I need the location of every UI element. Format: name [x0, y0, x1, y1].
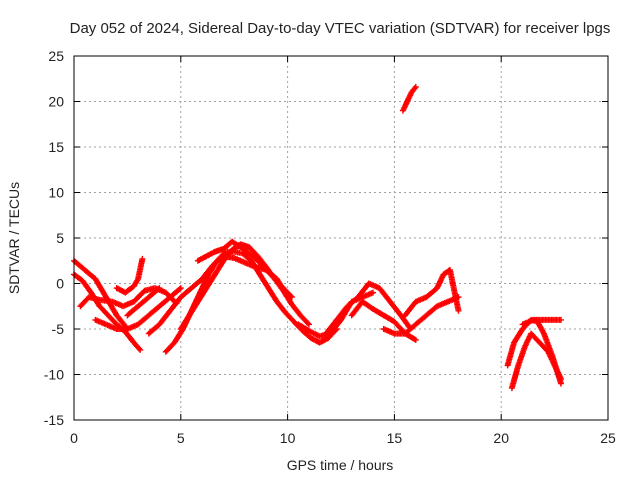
data-point-markers	[508, 330, 564, 392]
x-tick-label: 5	[177, 430, 185, 446]
series-track-19	[508, 330, 564, 392]
series-track-15	[380, 294, 462, 337]
data-point-markers	[348, 298, 419, 343]
x-tick-label: 20	[493, 430, 509, 446]
data-point-markers	[402, 266, 462, 319]
y-tick-label: -10	[44, 367, 64, 383]
y-tick-label: 10	[48, 185, 64, 201]
y-tick-label: 25	[48, 48, 64, 64]
x-tick-label: 15	[387, 430, 403, 446]
data-point-markers	[380, 294, 462, 337]
y-tick-label: 0	[56, 276, 64, 292]
y-tick-label: -5	[52, 321, 65, 337]
x-tick-label: 25	[600, 430, 616, 446]
data-point-markers	[113, 255, 146, 296]
data-point-markers	[199, 253, 291, 301]
series-track-11	[199, 253, 291, 301]
data-point-markers	[145, 275, 206, 337]
x-tick-label: 0	[70, 430, 78, 446]
series-track-13	[323, 280, 413, 337]
y-axis-label: SDTVAR / TECUs	[6, 182, 22, 294]
data-point-markers	[124, 285, 163, 319]
series-track-20	[519, 316, 564, 328]
series-track-07	[145, 275, 206, 337]
y-tick-label: 20	[48, 94, 64, 110]
series-track-06	[124, 285, 163, 319]
x-axis-label: GPS time / hours	[287, 457, 394, 473]
grid-lines	[74, 56, 608, 420]
series-track-05	[113, 255, 146, 296]
series-track-04	[92, 285, 184, 332]
series-track-14	[348, 298, 419, 343]
series-track-17	[399, 83, 419, 114]
y-tick-label: 5	[56, 230, 64, 246]
data-point-markers	[92, 285, 184, 332]
y-tick-label: -15	[44, 412, 64, 428]
data-point-markers	[399, 83, 419, 114]
chart-title: Day 052 of 2024, Sidereal Day-to-day VTE…	[70, 20, 611, 37]
y-tick-label: 15	[48, 139, 64, 155]
data-point-markers	[519, 316, 564, 328]
axis-ticks: 0 5 10 15 20 25 -15 -10 -5 0 5 10 15 20 25	[44, 48, 616, 446]
data-marks	[71, 83, 564, 392]
x-tick-label: 10	[280, 430, 296, 446]
data-point-markers	[323, 280, 413, 337]
plot-frame	[73, 55, 609, 421]
series-track-16	[402, 266, 462, 319]
